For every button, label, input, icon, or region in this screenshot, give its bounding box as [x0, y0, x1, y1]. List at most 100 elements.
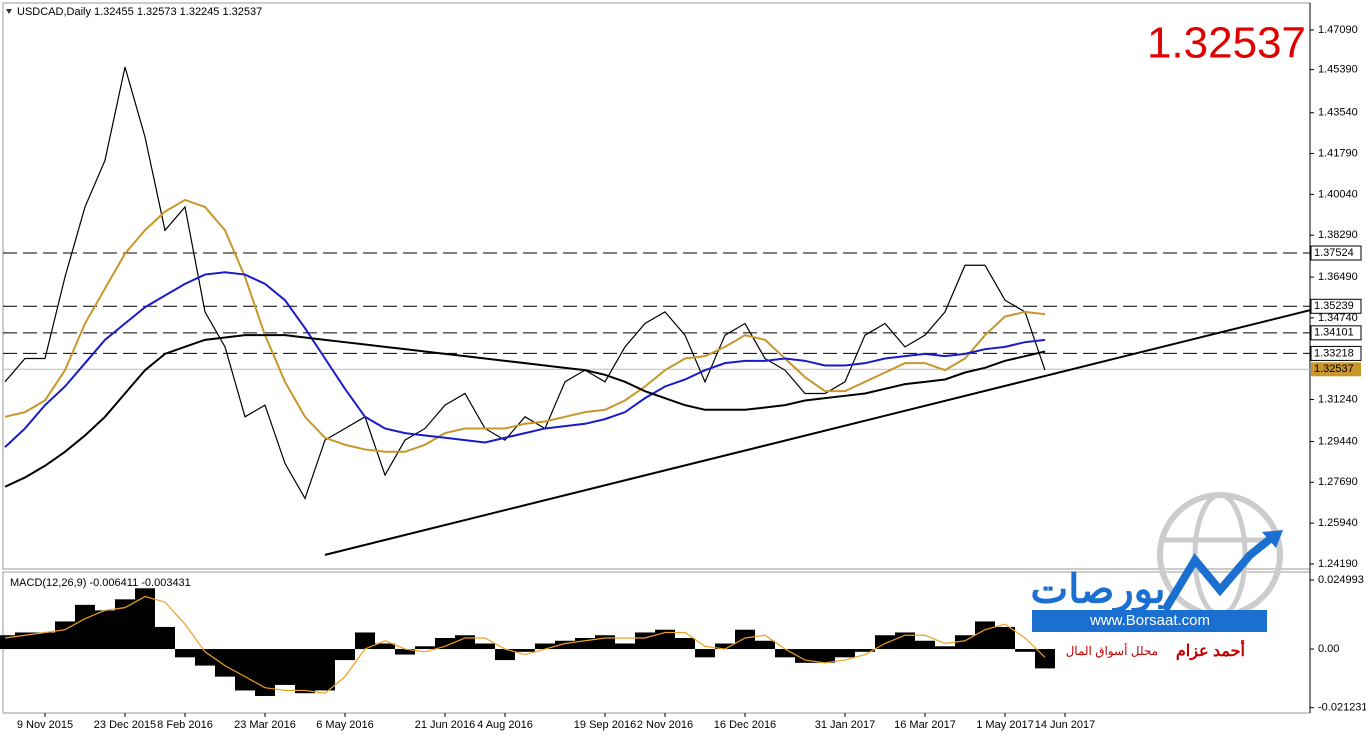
macd-bar [715, 643, 735, 650]
macd-bar [435, 637, 455, 650]
macd-bar [515, 649, 535, 652]
x-tick-label: 31 Jan 2017 [815, 719, 876, 731]
macd-bar [835, 649, 855, 658]
trend-line [324, 309, 1311, 556]
logo-arrow [1161, 531, 1278, 613]
logo-site: www.Borsaat.com [1089, 612, 1210, 629]
macd-bar [675, 637, 695, 650]
y-tick-label: 1.31240 [1318, 393, 1358, 405]
macd-bar [135, 588, 155, 650]
macd-tick-label: 0.024993 [1318, 574, 1364, 586]
macd-bar [595, 635, 615, 650]
macd-bar [555, 640, 575, 650]
series-line [4, 198, 1046, 453]
level-label: 1.35239 [1314, 300, 1354, 312]
logo-role: محلل أسواق المال [1066, 643, 1158, 658]
x-tick-label: 21 Jun 2016 [415, 719, 476, 731]
logo: بورصات www.Borsaat.com أحمد عزام محلل أس… [1031, 492, 1283, 661]
macd-bar [175, 649, 195, 658]
x-tick-label: 16 Dec 2016 [714, 719, 776, 731]
big-price: 1.32537 [1147, 19, 1306, 68]
macd-bar [455, 635, 475, 650]
y-tick-label: 1.36490 [1318, 271, 1358, 283]
logo-name: بورصات [1031, 568, 1166, 614]
x-tick-label: 1 May 2017 [976, 719, 1033, 731]
level-label: 1.37524 [1314, 247, 1354, 259]
macd-bar [735, 629, 755, 650]
x-tick-label: 16 Mar 2017 [894, 719, 956, 731]
macd-title: MACD(12,26,9) -0.006411 -0.003431 [10, 577, 191, 589]
macd-bar [255, 649, 275, 696]
macd-bar [415, 646, 435, 650]
x-tick-label: 23 Dec 2015 [94, 719, 156, 731]
macd-bar [535, 643, 555, 650]
x-tick-label: 23 Mar 2016 [234, 719, 296, 731]
macd-bar [395, 649, 415, 655]
y-tick-label: 1.38290 [1318, 229, 1358, 241]
macd-bar [195, 649, 215, 666]
macd-bar [995, 626, 1015, 650]
menu-icon [6, 9, 12, 14]
level-label: 1.34101 [1314, 327, 1354, 339]
macd-bar [615, 643, 635, 650]
x-tick-label: 9 Nov 2015 [17, 719, 73, 731]
y-tick-label: 1.41790 [1318, 147, 1358, 159]
macd-bar [695, 649, 715, 658]
y-tick-label: 1.40040 [1318, 188, 1358, 200]
macd-bar [475, 643, 495, 650]
macd-bar [875, 635, 895, 650]
macd-bar [155, 626, 175, 650]
logo-author: أحمد عزام [1176, 639, 1245, 661]
macd-bar [335, 649, 355, 661]
macd-bar [855, 649, 875, 652]
macd-bar [575, 637, 595, 650]
series-line [4, 66, 1046, 500]
macd-bar [115, 599, 135, 650]
x-tick-label: 6 May 2016 [316, 719, 373, 731]
macd-bar [495, 649, 515, 661]
y-tick-label: 1.24190 [1318, 558, 1358, 570]
price-box [1311, 362, 1361, 377]
macd-bar [15, 632, 35, 650]
macd-bar [375, 643, 395, 650]
x-tick-label: 14 Jun 2017 [1035, 719, 1096, 731]
series-line [4, 271, 1046, 448]
macd-bar [55, 621, 75, 650]
macd-bar [35, 632, 55, 650]
macd-bar [315, 649, 335, 691]
macd-bar [75, 604, 95, 650]
series-line [4, 334, 1046, 488]
level-box [1310, 298, 1362, 314]
macd-bar [815, 649, 835, 663]
x-tick-label: 19 Sep 2016 [574, 719, 636, 731]
x-tick-label: 4 Aug 2016 [477, 719, 533, 731]
macd-bar [795, 649, 815, 663]
y-tick-label: 1.29440 [1318, 435, 1358, 447]
macd-bar [275, 649, 295, 685]
macd-tick-label: 0.00 [1318, 643, 1339, 655]
y-tick-label: 1.27690 [1318, 476, 1358, 488]
macd-bar [295, 649, 315, 694]
macd-bar [895, 632, 915, 650]
macd-bar [235, 649, 255, 691]
y-tick-label: 1.45390 [1318, 63, 1358, 75]
logo-bar [1032, 610, 1267, 632]
macd-tick-label: -0.021231 [1318, 702, 1366, 714]
x-tick-label: 8 Feb 2016 [157, 719, 213, 731]
level-label: 1.33218 [1314, 347, 1354, 359]
logo-arrowhead [1262, 530, 1283, 548]
level-box [1310, 345, 1362, 361]
macd-bar [1035, 649, 1055, 669]
macd-bar [0, 635, 15, 650]
macd-bar [775, 649, 795, 658]
chart-title: USDCAD,Daily 1.32455 1.32573 1.32245 1.3… [17, 6, 262, 18]
macd-bar [635, 632, 655, 650]
macd-bar [975, 621, 995, 650]
macd-bar [915, 640, 935, 650]
y-tick-label: 1.25940 [1318, 517, 1358, 529]
y-tick-label: 1.43540 [1318, 107, 1358, 119]
level-box [1310, 245, 1362, 261]
macd-bar [95, 610, 115, 650]
macd-bar [215, 649, 235, 677]
